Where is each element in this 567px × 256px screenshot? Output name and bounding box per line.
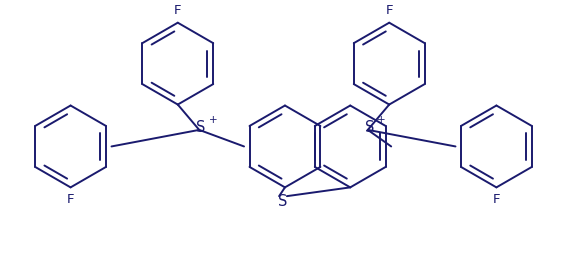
Text: F: F xyxy=(386,4,393,17)
Text: F: F xyxy=(493,193,500,206)
Text: S: S xyxy=(197,120,206,135)
Text: S: S xyxy=(365,120,374,135)
Text: S: S xyxy=(278,194,287,209)
Text: +: + xyxy=(377,115,386,125)
Text: +: + xyxy=(209,115,217,125)
Text: F: F xyxy=(174,4,181,17)
Text: F: F xyxy=(67,193,74,206)
